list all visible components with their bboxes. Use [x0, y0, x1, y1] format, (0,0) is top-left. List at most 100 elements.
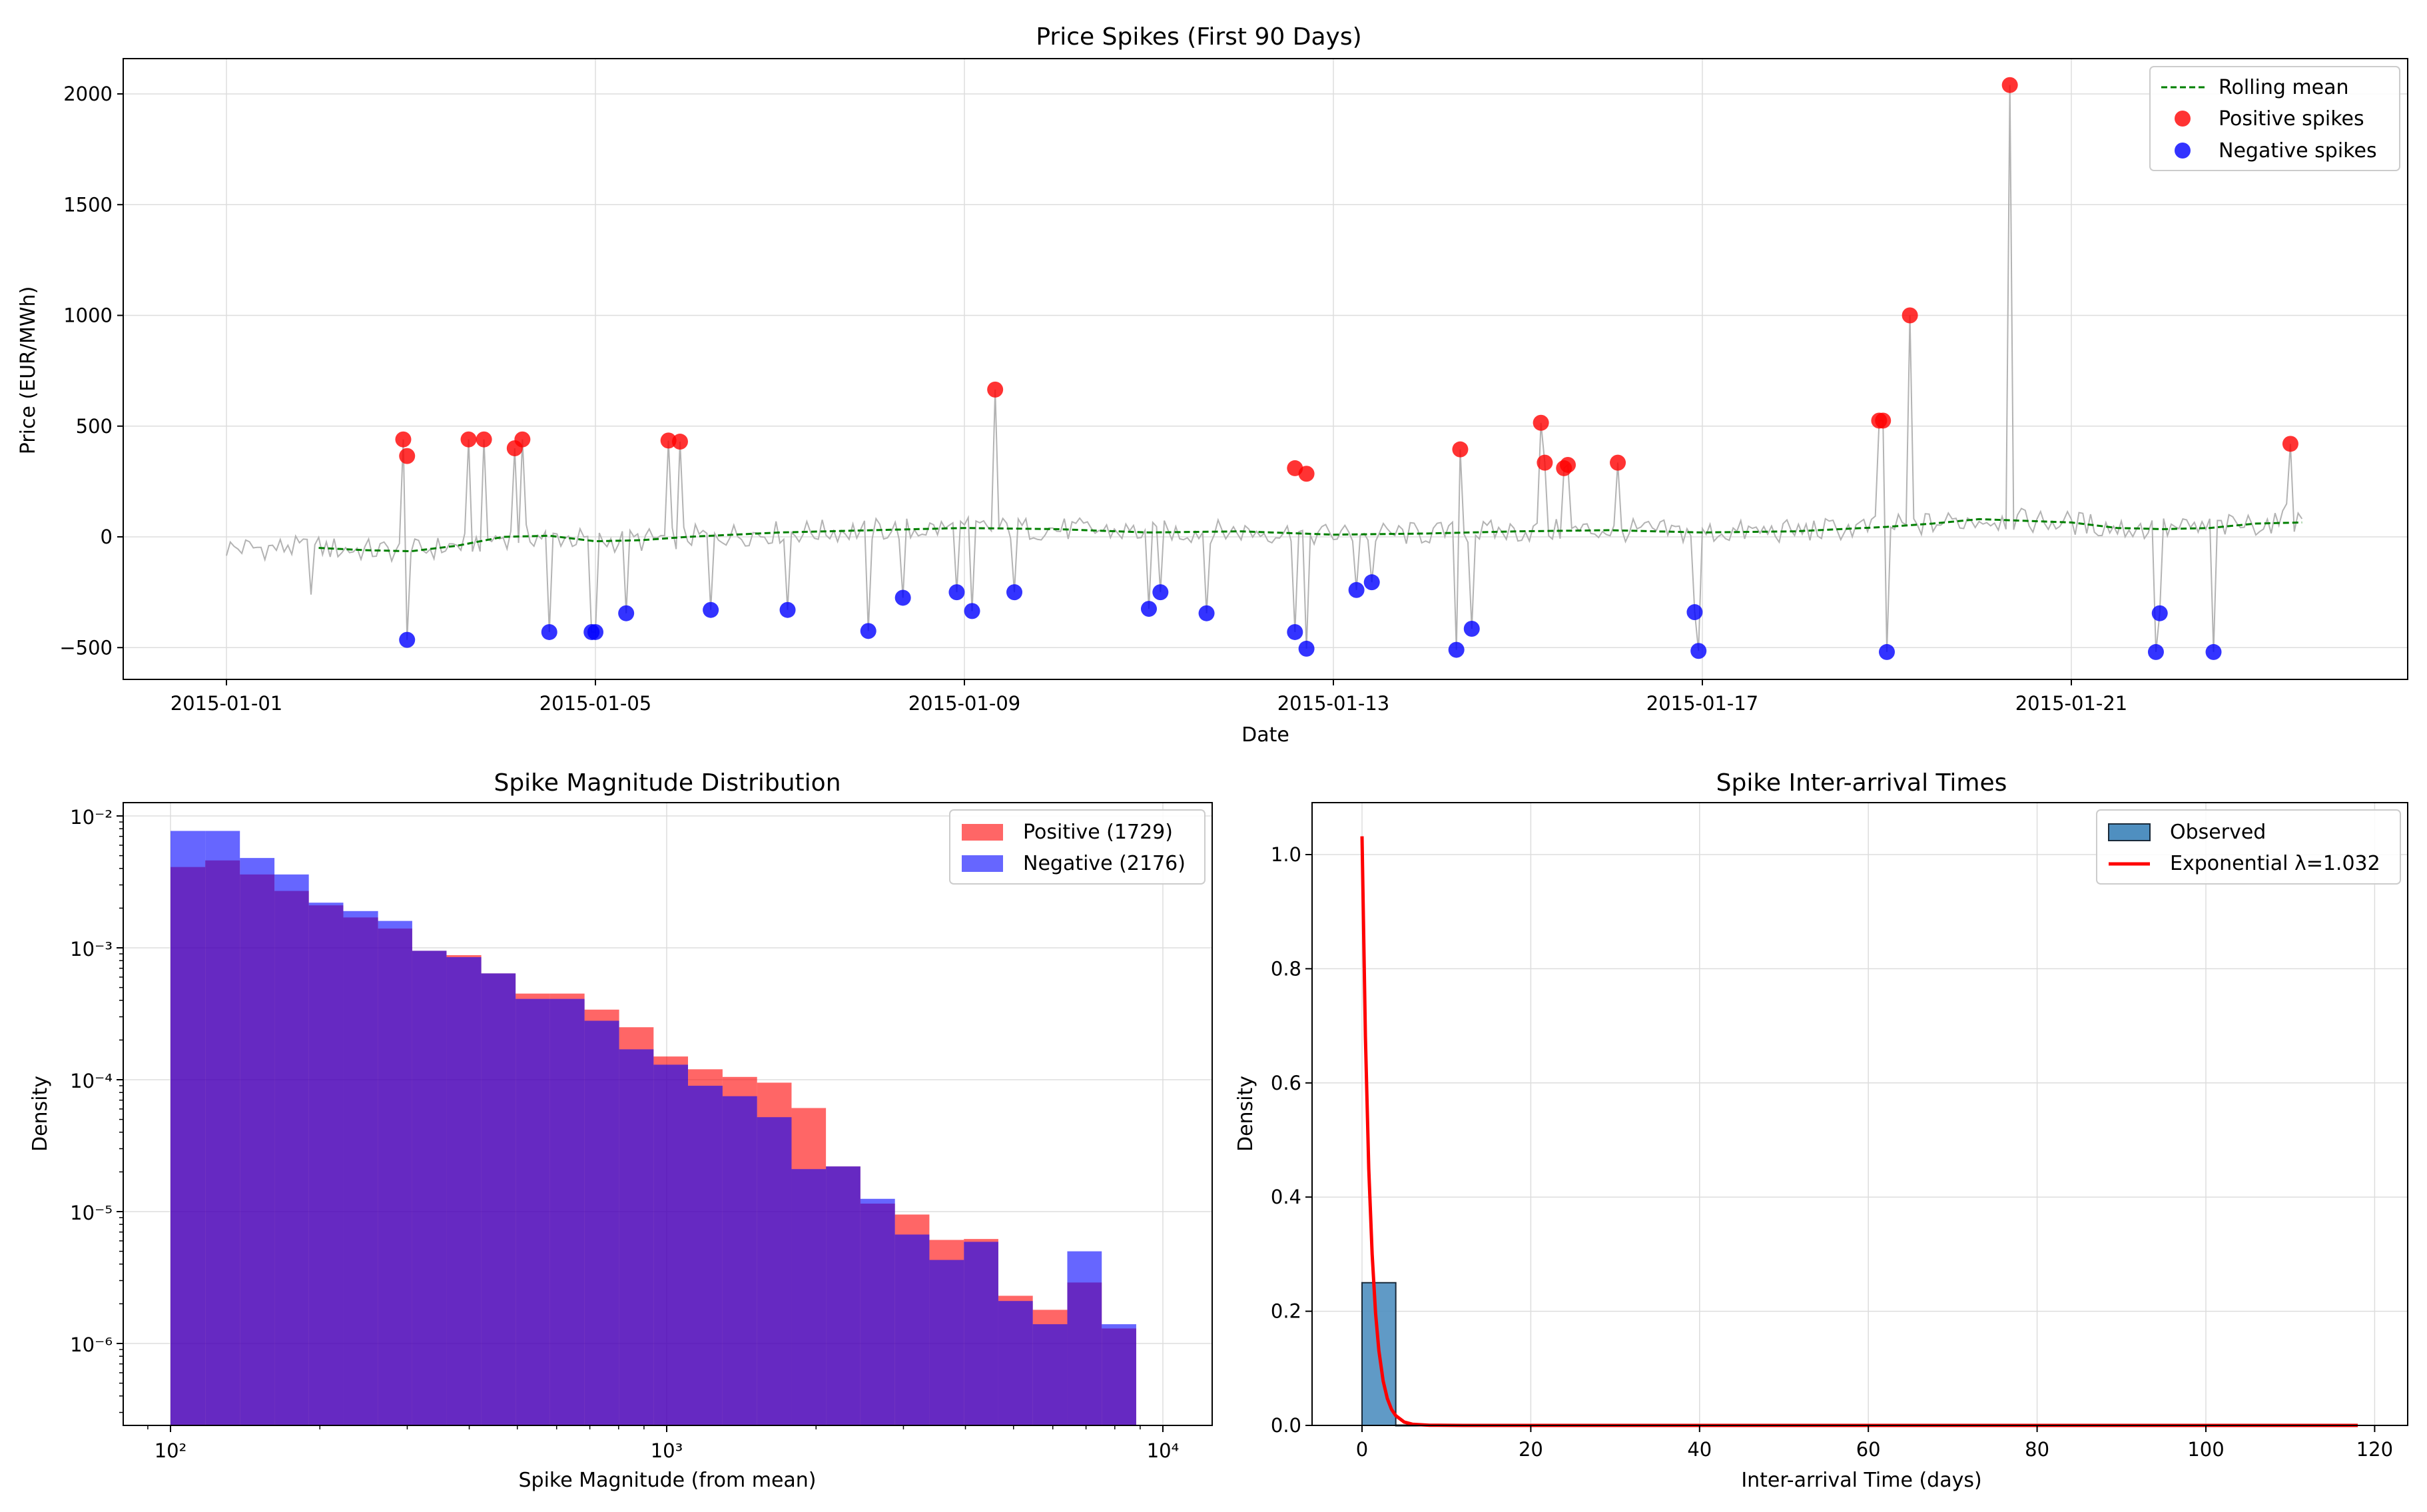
negative-spike-point	[1287, 623, 1303, 640]
positive-spike-point	[1298, 466, 1315, 482]
price-y-tick-label: 500	[76, 415, 113, 438]
negative-spike-point	[1141, 601, 1157, 617]
negative-histogram-bar	[722, 1096, 757, 1425]
interarrival-chart-title: Spike Inter-arrival Times	[1716, 769, 2007, 797]
interarrival-legend-box	[2096, 809, 2401, 885]
price-x-tick-label: 2015-01-21	[2015, 692, 2128, 715]
positive-spikes-legend-label: Positive spikes	[2219, 107, 2364, 131]
interarrival-x-tick-label: 100	[2187, 1438, 2224, 1461]
price-y-tick-label: 1500	[63, 193, 113, 216]
negative-spike-point	[1463, 620, 1480, 637]
interarrival-chart-legend: Observed Exponential λ=1.032	[2096, 809, 2401, 885]
negative-spike-point	[399, 631, 416, 648]
negative-histogram-bar	[412, 950, 447, 1425]
negative-histogram-bar	[998, 1301, 1033, 1425]
negative-spike-point	[1006, 584, 1023, 601]
negative-spike-point	[1298, 640, 1315, 657]
interarrival-y-tick-label: 0.8	[1271, 957, 1301, 980]
exponential-legend-label: Exponential λ=1.032	[2170, 852, 2380, 875]
magnitude-x-tick-label: 10³	[651, 1439, 683, 1462]
price-legend-box	[2149, 66, 2400, 171]
negative-spike-point	[1448, 641, 1465, 658]
magnitude-y-tick-label: 10⁻⁴	[70, 1070, 113, 1092]
negative-histogram-bar	[343, 911, 378, 1425]
negative-histogram-bar	[240, 858, 275, 1425]
magnitude-chart-plot-area	[171, 831, 1136, 1425]
positive-spike-point	[671, 434, 688, 450]
price-chart-legend: Rolling mean Positive spikes Negative sp…	[2149, 66, 2400, 171]
negative-histogram-bar	[481, 973, 516, 1425]
positive-spike-point	[1610, 454, 1626, 471]
negative-spike-point	[703, 601, 719, 618]
price-y-tick-label: 1000	[63, 304, 113, 327]
rolling-mean-legend-label: Rolling mean	[2219, 76, 2349, 99]
negative-spike-point	[618, 605, 635, 621]
negative-histogram-bar	[757, 1117, 792, 1425]
magnitude-y-tick-label: 10⁻⁶	[70, 1333, 113, 1356]
negative-spike-point	[1363, 574, 1380, 591]
price-chart-title: Price Spikes (First 90 Days)	[1036, 23, 1361, 51]
negative-spike-point	[894, 589, 911, 606]
negative-histogram-bar	[274, 874, 309, 1425]
negative-spike-point	[2151, 605, 2168, 621]
negative-histogram-bar	[308, 903, 344, 1425]
interarrival-x-tick-label: 40	[1687, 1438, 1712, 1461]
negative-spikes-legend-label: Negative spikes	[2219, 139, 2377, 163]
interarrival-y-tick-label: 0.4	[1271, 1186, 1301, 1208]
price-chart-frame	[123, 58, 2408, 680]
magnitude-y-tick-label: 10⁻⁵	[70, 1202, 113, 1224]
positive-spike-point	[399, 448, 416, 464]
negative-spike-point	[1348, 581, 1365, 598]
negative-histogram-bar	[446, 956, 482, 1425]
positive-spike-point	[460, 431, 477, 448]
interarrival-y-tick-label: 1.0	[1271, 843, 1301, 866]
magnitude-distribution-chart: Spike Magnitude Distribution 10² 10³ 10⁴10…	[29, 769, 1213, 1492]
negative-histogram-bar	[964, 1242, 998, 1425]
negative-spike-point	[964, 603, 980, 619]
negative-histogram-bar	[1067, 1251, 1102, 1425]
negative-spike-point	[587, 623, 603, 640]
interarrival-x-tick-label: 120	[2356, 1438, 2393, 1461]
negative-histogram-bar	[171, 831, 206, 1425]
negative-spike-point	[779, 601, 796, 618]
interarrival-x-tick-label: 60	[1856, 1438, 1881, 1461]
negative-spike-point	[2205, 643, 2222, 660]
negative-histogram-bar	[549, 998, 585, 1425]
negative-histogram-bar	[826, 1166, 861, 1425]
observed-legend-label: Observed	[2170, 821, 2266, 844]
negative-histogram-bar	[205, 831, 240, 1425]
interarrival-y-tick-label: 0.2	[1271, 1300, 1301, 1323]
positive-spike-point	[1560, 456, 1576, 473]
negative-histogram-bar	[584, 1020, 619, 1425]
magnitude-chart-xlabel: Spike Magnitude (from mean)	[518, 1469, 816, 1492]
price-chart-plot-area	[226, 77, 2303, 660]
magnitude-chart-ticks: 10² 10³ 10⁴ 10⁻⁶ 10⁻⁵ 10⁻⁴ 10⁻³ 10⁻²	[70, 806, 1179, 1462]
interarrival-x-tick-label: 20	[1519, 1438, 1543, 1461]
negative-histogram-bar	[1102, 1324, 1136, 1425]
negative-legend-label: Negative (2176)	[1023, 852, 1186, 875]
positive-spike-point	[395, 431, 412, 448]
positive-spike-point	[2282, 436, 2298, 452]
price-y-tick-label: 0	[101, 526, 113, 548]
negative-histogram-bar	[791, 1169, 827, 1425]
positive-spike-point	[2001, 77, 2018, 93]
negative-histogram-bar	[1032, 1324, 1068, 1425]
positive-legend-label: Positive (1729)	[1023, 821, 1173, 844]
negative-spike-point	[1152, 584, 1169, 601]
negative-histogram-bar	[378, 921, 412, 1425]
magnitude-legend-box	[949, 809, 1206, 885]
observed-legend-swatch	[2108, 823, 2151, 841]
positive-spike-point	[1452, 441, 1469, 458]
price-x-tick-label: 2015-01-09	[908, 692, 1021, 715]
price-chart-ticks: −500 0 500 1000 1500 2000 2015-01-01 2015-01-05…	[59, 83, 2127, 715]
magnitude-y-tick-label: 10⁻³	[70, 938, 113, 960]
negative-histogram-bar	[516, 998, 550, 1425]
magnitude-chart-legend: Positive (1729) Negative (2176)	[949, 809, 1206, 885]
price-x-tick-label: 2015-01-13	[1277, 692, 1390, 715]
magnitude-chart-ylabel: Density	[29, 1076, 52, 1152]
negative-spikes-legend-marker	[2175, 143, 2191, 159]
interarrival-x-tick-label: 0	[1356, 1438, 1368, 1461]
price-chart-xlabel: Date	[1241, 723, 1289, 747]
positive-spike-point	[476, 431, 492, 448]
magnitude-chart-frame	[123, 802, 1213, 1426]
